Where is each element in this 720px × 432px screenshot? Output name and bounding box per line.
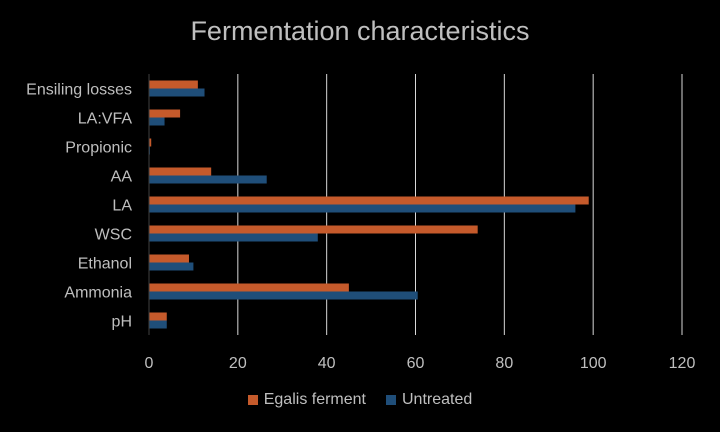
x-tick-label: 80	[495, 355, 513, 372]
x-tick-label: 40	[318, 355, 336, 372]
bar-egalis-ferment	[149, 312, 167, 321]
category-label: Ammonia	[64, 285, 132, 302]
bar-egalis-ferment	[149, 254, 189, 263]
bar-untreated	[149, 233, 318, 242]
x-tick-label: 0	[145, 355, 154, 372]
bar-untreated	[149, 117, 165, 126]
bar-egalis-ferment	[149, 283, 349, 292]
category-label: pH	[112, 314, 132, 331]
legend-label: Egalis ferment	[263, 391, 366, 408]
bar-egalis-ferment	[149, 196, 589, 205]
bar-egalis-ferment	[149, 80, 198, 89]
category-label: WSC	[95, 227, 132, 244]
bar-untreated	[149, 88, 205, 97]
legend-item: Egalis ferment	[247, 391, 366, 409]
bar-egalis-ferment	[149, 167, 212, 176]
legend-label: Untreated	[402, 391, 473, 408]
bar-egalis-ferment	[149, 138, 152, 147]
x-tick-label: 60	[407, 355, 425, 372]
category-label: Ensiling losses	[26, 82, 132, 99]
bar-untreated	[149, 204, 576, 213]
legend: Egalis ferment Untreated	[0, 391, 720, 409]
x-tick-label: 20	[229, 355, 247, 372]
bar-egalis-ferment	[149, 225, 478, 234]
x-tick-label: 120	[669, 355, 696, 372]
bar-untreated	[149, 320, 167, 329]
legend-swatch	[386, 395, 396, 405]
legend-item: Untreated	[386, 391, 472, 409]
bar-untreated	[149, 175, 267, 184]
bar-untreated	[149, 262, 194, 271]
chart-title: Fermentation characteristics	[190, 16, 530, 46]
category-label: LA:VFA	[78, 111, 133, 128]
bar-untreated	[149, 291, 418, 300]
bars	[149, 80, 589, 329]
category-label: Ethanol	[78, 256, 132, 273]
category-label: AA	[111, 169, 133, 186]
category-label: LA	[112, 198, 132, 215]
legend-swatch	[247, 395, 258, 405]
bar-egalis-ferment	[149, 109, 181, 118]
x-tick-label: 100	[580, 355, 607, 372]
axes: 0 20 40 60 80 100 120 Ensiling losses LA:VFA Prop…	[26, 74, 695, 372]
category-label: Propionic	[65, 140, 132, 157]
